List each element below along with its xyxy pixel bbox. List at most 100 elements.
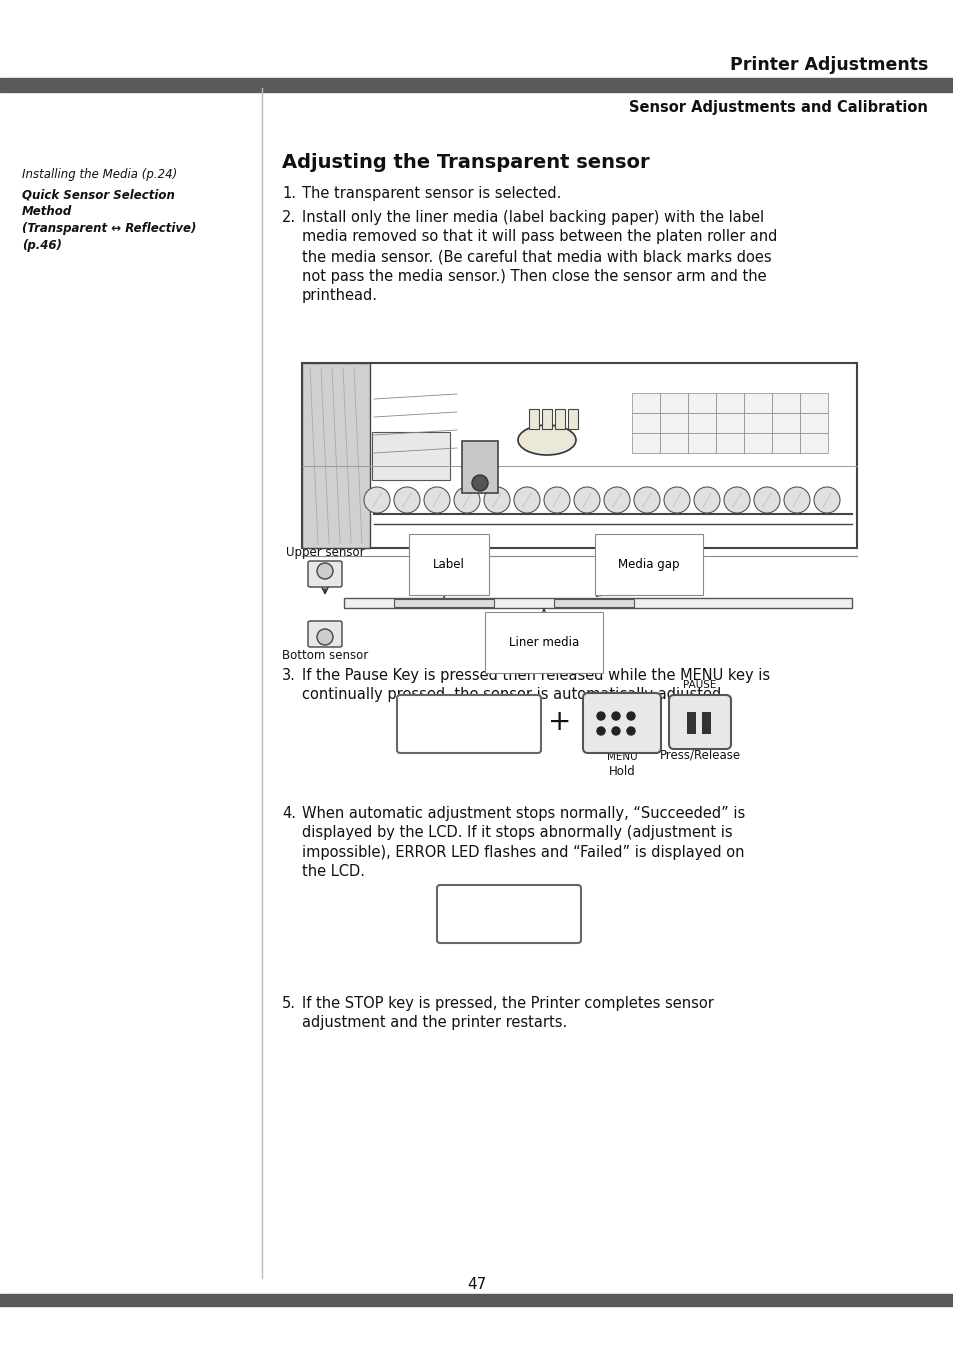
Bar	[800, 412, 827, 433]
Bar	[302, 363, 370, 549]
Circle shape	[597, 712, 604, 720]
Text: Upper sensor: Upper sensor	[285, 546, 364, 559]
Bar	[302, 363, 856, 549]
Bar	[771, 412, 800, 433]
Circle shape	[394, 487, 419, 514]
Text: 2.: 2.	[282, 210, 295, 225]
Bar	[555, 408, 564, 429]
Text: Executing: Executing	[438, 725, 498, 735]
FancyBboxPatch shape	[396, 696, 540, 754]
Text: media removed so that it will pass between the platen roller and: media removed so that it will pass betwe…	[302, 229, 777, 244]
Bar	[743, 412, 771, 433]
Text: Sensor  Cal  Mode: Sensor Cal Mode	[411, 706, 526, 717]
Text: continually pressed, the sensor is automatically adjusted.: continually pressed, the sensor is autom…	[302, 687, 725, 702]
Bar	[567, 408, 578, 429]
FancyBboxPatch shape	[582, 693, 660, 754]
Text: Succeeded: Succeeded	[478, 915, 538, 925]
Circle shape	[316, 630, 333, 644]
Text: 3.: 3.	[282, 669, 295, 683]
Bar	[687, 412, 716, 433]
Circle shape	[316, 563, 333, 580]
Text: 4.: 4.	[282, 806, 295, 821]
Text: Label: Label	[433, 558, 464, 597]
Text: Installing the Media (p.24): Installing the Media (p.24)	[22, 168, 177, 181]
Text: the LCD.: the LCD.	[302, 864, 365, 879]
Text: Printer Adjustments: Printer Adjustments	[729, 57, 927, 74]
Bar	[800, 433, 827, 453]
Circle shape	[626, 727, 635, 735]
Bar	[701, 712, 710, 735]
Circle shape	[753, 487, 780, 514]
Text: +: +	[548, 708, 571, 736]
Bar	[344, 599, 851, 608]
Circle shape	[612, 727, 619, 735]
Bar	[659, 433, 687, 453]
Circle shape	[454, 487, 479, 514]
Text: (p.46): (p.46)	[22, 239, 62, 252]
Text: (Transparent ↔ Reflective): (Transparent ↔ Reflective)	[22, 222, 196, 235]
Text: printhead.: printhead.	[302, 288, 377, 303]
Bar	[541, 408, 552, 429]
Bar	[461, 441, 497, 493]
Circle shape	[663, 487, 689, 514]
Bar	[631, 412, 659, 433]
Circle shape	[813, 487, 840, 514]
Text: Quick Sensor Selection: Quick Sensor Selection	[22, 187, 174, 201]
Circle shape	[612, 712, 619, 720]
Text: Adjusting the Transparent sensor: Adjusting the Transparent sensor	[282, 154, 649, 173]
Circle shape	[723, 487, 749, 514]
Text: PAUSE: PAUSE	[682, 679, 716, 690]
FancyBboxPatch shape	[436, 886, 580, 944]
Bar	[631, 433, 659, 453]
Text: Liner media: Liner media	[508, 609, 578, 648]
Text: Media gap: Media gap	[596, 558, 679, 596]
Text: Method: Method	[22, 205, 72, 218]
Bar	[687, 394, 716, 412]
Bar	[687, 433, 716, 453]
Text: When automatic adjustment stops normally, “Succeeded” is: When automatic adjustment stops normally…	[302, 806, 744, 821]
Text: impossible), ERROR LED flashes and “Failed” is displayed on: impossible), ERROR LED flashes and “Fail…	[302, 845, 743, 860]
Bar	[529, 408, 538, 429]
Text: adjustment and the printer restarts.: adjustment and the printer restarts.	[302, 1015, 567, 1030]
Bar	[554, 599, 634, 607]
Text: Sensor  Cal  Mode: Sensor Cal Mode	[451, 896, 566, 907]
Text: 47: 47	[467, 1277, 486, 1291]
Ellipse shape	[517, 425, 576, 456]
Circle shape	[423, 487, 450, 514]
Text: the media sensor. (Be careful that media with black marks does: the media sensor. (Be careful that media…	[302, 249, 771, 264]
Circle shape	[483, 487, 510, 514]
Text: Sensor Adjustments and Calibration: Sensor Adjustments and Calibration	[628, 100, 927, 115]
Circle shape	[543, 487, 569, 514]
Circle shape	[472, 474, 488, 491]
Text: The transparent sensor is selected.: The transparent sensor is selected.	[302, 186, 560, 201]
Text: If the STOP key is pressed, the Printer completes sensor: If the STOP key is pressed, the Printer …	[302, 996, 713, 1011]
Circle shape	[597, 727, 604, 735]
Bar	[659, 412, 687, 433]
Bar	[0, 78, 953, 92]
Bar	[800, 394, 827, 412]
Text: 5.: 5.	[282, 996, 295, 1011]
FancyBboxPatch shape	[308, 621, 341, 647]
Text: not pass the media sensor.) Then close the sensor arm and the: not pass the media sensor.) Then close t…	[302, 268, 766, 283]
Circle shape	[364, 487, 390, 514]
Circle shape	[574, 487, 599, 514]
Bar	[716, 412, 743, 433]
Bar	[394, 599, 494, 607]
Text: Hold: Hold	[608, 766, 635, 778]
Bar	[771, 394, 800, 412]
Bar	[631, 394, 659, 412]
Circle shape	[634, 487, 659, 514]
Bar	[372, 431, 450, 480]
Bar	[716, 394, 743, 412]
Bar	[716, 433, 743, 453]
Bar	[686, 712, 696, 735]
Text: If the Pause Key is pressed then released while the MENU key is: If the Pause Key is pressed then release…	[302, 669, 769, 683]
Text: MENU: MENU	[606, 752, 637, 762]
Text: Install only the liner media (label backing paper) with the label: Install only the liner media (label back…	[302, 210, 763, 225]
Text: Press/Release: Press/Release	[659, 748, 740, 762]
Circle shape	[693, 487, 720, 514]
Text: 1.: 1.	[282, 186, 295, 201]
FancyBboxPatch shape	[668, 696, 730, 749]
Bar	[743, 433, 771, 453]
Bar	[771, 433, 800, 453]
